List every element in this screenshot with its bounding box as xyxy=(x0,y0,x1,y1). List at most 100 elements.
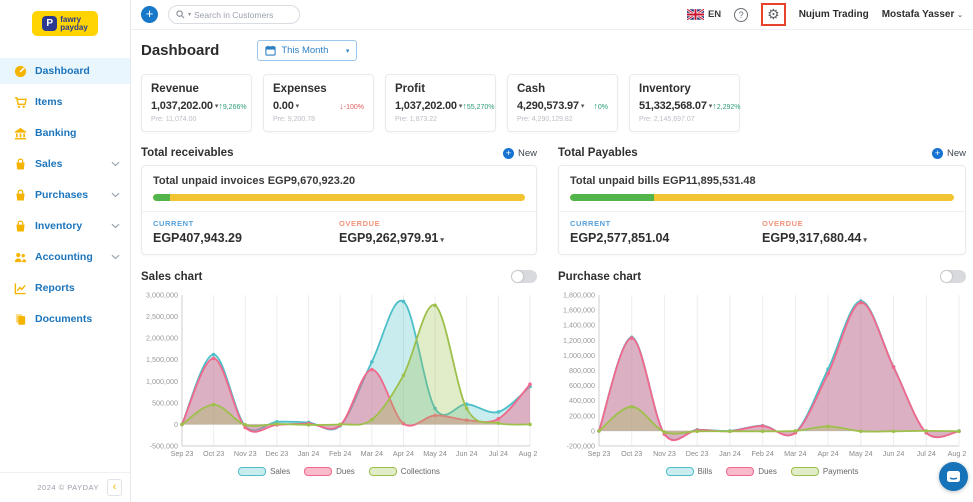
trend-up-arrow-icon: ↑ xyxy=(462,101,467,111)
period-selector[interactable]: This Month ▾ xyxy=(257,40,358,61)
sidebar-item-sales[interactable]: Sales xyxy=(0,151,130,177)
svg-text:-200,000: -200,000 xyxy=(567,442,595,451)
svg-text:Apr 24: Apr 24 xyxy=(393,449,414,458)
trend-down-arrow-icon: ↓ xyxy=(339,101,344,111)
chevron-down-icon[interactable]: ▾ xyxy=(214,103,219,110)
search-input[interactable] xyxy=(194,9,292,20)
sidebar-item-banking[interactable]: Banking xyxy=(0,120,130,146)
kpi-previous-value: Pre: 2,145,697.07 xyxy=(639,116,695,123)
legend-label: Payments xyxy=(822,467,859,476)
user-menu[interactable]: Mostafa Yasser ⌄ xyxy=(882,9,963,20)
new-invoice-button[interactable]: + New xyxy=(502,147,537,159)
sidebar-item-inventory[interactable]: Inventory xyxy=(0,213,130,239)
chevron-down-icon[interactable]: ▾ xyxy=(295,103,300,110)
payables-overdue[interactable]: OVERDUE EGP9,317,680.44 ▾ xyxy=(762,219,954,245)
gear-icon[interactable]: ⚙ xyxy=(767,6,780,22)
receivables-payables-row: Total receivables + New Total unpaid inv… xyxy=(141,147,966,255)
sales-chart-toggle[interactable] xyxy=(511,270,537,283)
sidebar-item-label: Accounting xyxy=(35,251,93,263)
dashboard-content: Dashboard This Month ▾ Revenue 1,037,202.… xyxy=(131,30,973,502)
search-icon xyxy=(176,10,185,19)
sidebar-footer: 2024 © PAYDAY ‹ xyxy=(0,472,130,502)
kpi-value: 51,332,568.07 xyxy=(639,100,707,112)
kpi-label: Revenue xyxy=(151,83,199,95)
kpi-label: Inventory xyxy=(639,83,691,95)
legend-swatch xyxy=(665,467,694,476)
legend-item-payments[interactable]: Payments xyxy=(790,467,859,476)
purchase-chart-title: Purchase chart xyxy=(558,270,642,283)
page-header: Dashboard This Month ▾ xyxy=(141,40,966,61)
add-button[interactable]: + xyxy=(141,6,158,23)
sidebar-item-dashboard[interactable]: Dashboard xyxy=(0,58,130,84)
svg-text:400,000: 400,000 xyxy=(569,396,595,405)
svg-text:1,200,000: 1,200,000 xyxy=(563,336,595,345)
legend-label: Sales xyxy=(270,467,291,476)
sidebar-item-purchases[interactable]: Purchases xyxy=(0,182,130,208)
toggle-knob xyxy=(941,271,952,282)
chevron-down-icon[interactable]: ▾ xyxy=(863,237,867,244)
payables-card: Total unpaid bills EGP11,895,531.48 CURR… xyxy=(558,165,966,255)
fawry-payday-logo[interactable]: P fawry payday xyxy=(32,11,98,36)
kpi-value: 1,037,202.00 xyxy=(151,100,213,112)
chat-bubble-button[interactable] xyxy=(939,462,968,491)
kpi-trend: ↓ -100% xyxy=(339,101,364,111)
logo-text: fawry payday xyxy=(60,15,88,32)
legend-item-collections[interactable]: Collections xyxy=(368,467,440,476)
charts-row: Sales chart -500,000 0 500,000 1,000,000 1,5… xyxy=(141,270,970,476)
search-scope-caret-icon[interactable]: ▾ xyxy=(188,12,192,18)
chevron-down-icon xyxy=(111,192,120,198)
language-label: EN xyxy=(707,9,722,20)
topbar-right: EN ? ⚙ Nujum Trading Mostafa Yasser ⌄ xyxy=(686,3,963,26)
plus-icon: + xyxy=(502,147,514,159)
chevron-down-icon[interactable]: ▾ xyxy=(458,103,463,110)
kpi-trend: ↑ 55,270% xyxy=(462,101,494,111)
chevron-down-icon[interactable]: ▾ xyxy=(440,237,444,244)
search-bar[interactable]: ▾ xyxy=(168,5,300,24)
legend-item-sales[interactable]: Sales xyxy=(238,467,290,476)
sidebar-item-label: Purchases xyxy=(35,189,89,201)
chevron-down-icon[interactable]: ▾ xyxy=(580,103,585,110)
chevron-down-icon: ⌄ xyxy=(957,12,963,19)
purchases-icon xyxy=(13,188,27,202)
sidebar-item-accounting[interactable]: Accounting xyxy=(0,244,130,270)
purchase-chart-legend: Bills Dues Payments xyxy=(558,467,966,476)
sidebar-item-items[interactable]: Items xyxy=(0,89,130,115)
sidebar-nav: Dashboard Items Banking Sales Purchases Inven… xyxy=(0,58,130,472)
kpi-previous-value: Pre: 11,074.00 xyxy=(151,116,197,123)
svg-text:2,000,000: 2,000,000 xyxy=(146,334,178,343)
uk-flag-icon xyxy=(686,9,704,20)
svg-text:Nov 23: Nov 23 xyxy=(653,449,676,458)
receivables-title: Total receivables xyxy=(141,147,234,159)
language-switcher[interactable]: EN xyxy=(686,9,722,20)
legend-label: Collections xyxy=(400,467,440,476)
help-icon[interactable]: ? xyxy=(734,7,749,22)
receivables-section: Total receivables + New Total unpaid inv… xyxy=(141,147,537,255)
svg-text:500,000: 500,000 xyxy=(152,398,178,407)
kpi-trend-pct: 2,292% xyxy=(716,104,741,111)
svg-text:Jul 24: Jul 24 xyxy=(917,449,936,458)
sidebar-item-reports[interactable]: Reports xyxy=(0,275,130,301)
new-bill-button[interactable]: + New xyxy=(931,147,966,159)
legend-swatch xyxy=(368,467,397,476)
reports-icon xyxy=(13,281,27,295)
svg-text:Nov 23: Nov 23 xyxy=(234,449,257,458)
sales-chart-title: Sales chart xyxy=(141,270,203,283)
receivables-overdue[interactable]: OVERDUE EGP9,262,979.91 ▾ xyxy=(339,219,525,245)
svg-text:Sep 23: Sep 23 xyxy=(588,449,611,458)
kpi-trend: ↑ 2,292% xyxy=(712,101,740,111)
unpaid-bills-total: Total unpaid bills EGP11,895,531.48 xyxy=(570,175,756,187)
company-name[interactable]: Nujum Trading xyxy=(798,9,869,20)
kpi-value: 4,290,573.97 xyxy=(517,100,579,112)
sidebar-collapse-button[interactable]: ‹ xyxy=(107,479,122,496)
legend-item-bills[interactable]: Bills xyxy=(665,467,712,476)
legend-item-dues[interactable]: Dues xyxy=(726,467,777,476)
sales-chart-legend: Sales Dues Collections xyxy=(141,467,537,476)
sidebar-item-documents[interactable]: Documents xyxy=(0,306,130,332)
legend-item-dues[interactable]: Dues xyxy=(304,467,355,476)
kpi-trend-pct: 9,266% xyxy=(222,104,247,111)
unpaid-invoices-total: Total unpaid invoices EGP9,670,923.20 xyxy=(153,175,356,187)
svg-text:May 24: May 24 xyxy=(423,449,447,458)
svg-text:200,000: 200,000 xyxy=(569,411,595,420)
chevron-down-icon[interactable]: ▾ xyxy=(708,103,713,110)
purchase-chart-toggle[interactable] xyxy=(940,270,966,283)
